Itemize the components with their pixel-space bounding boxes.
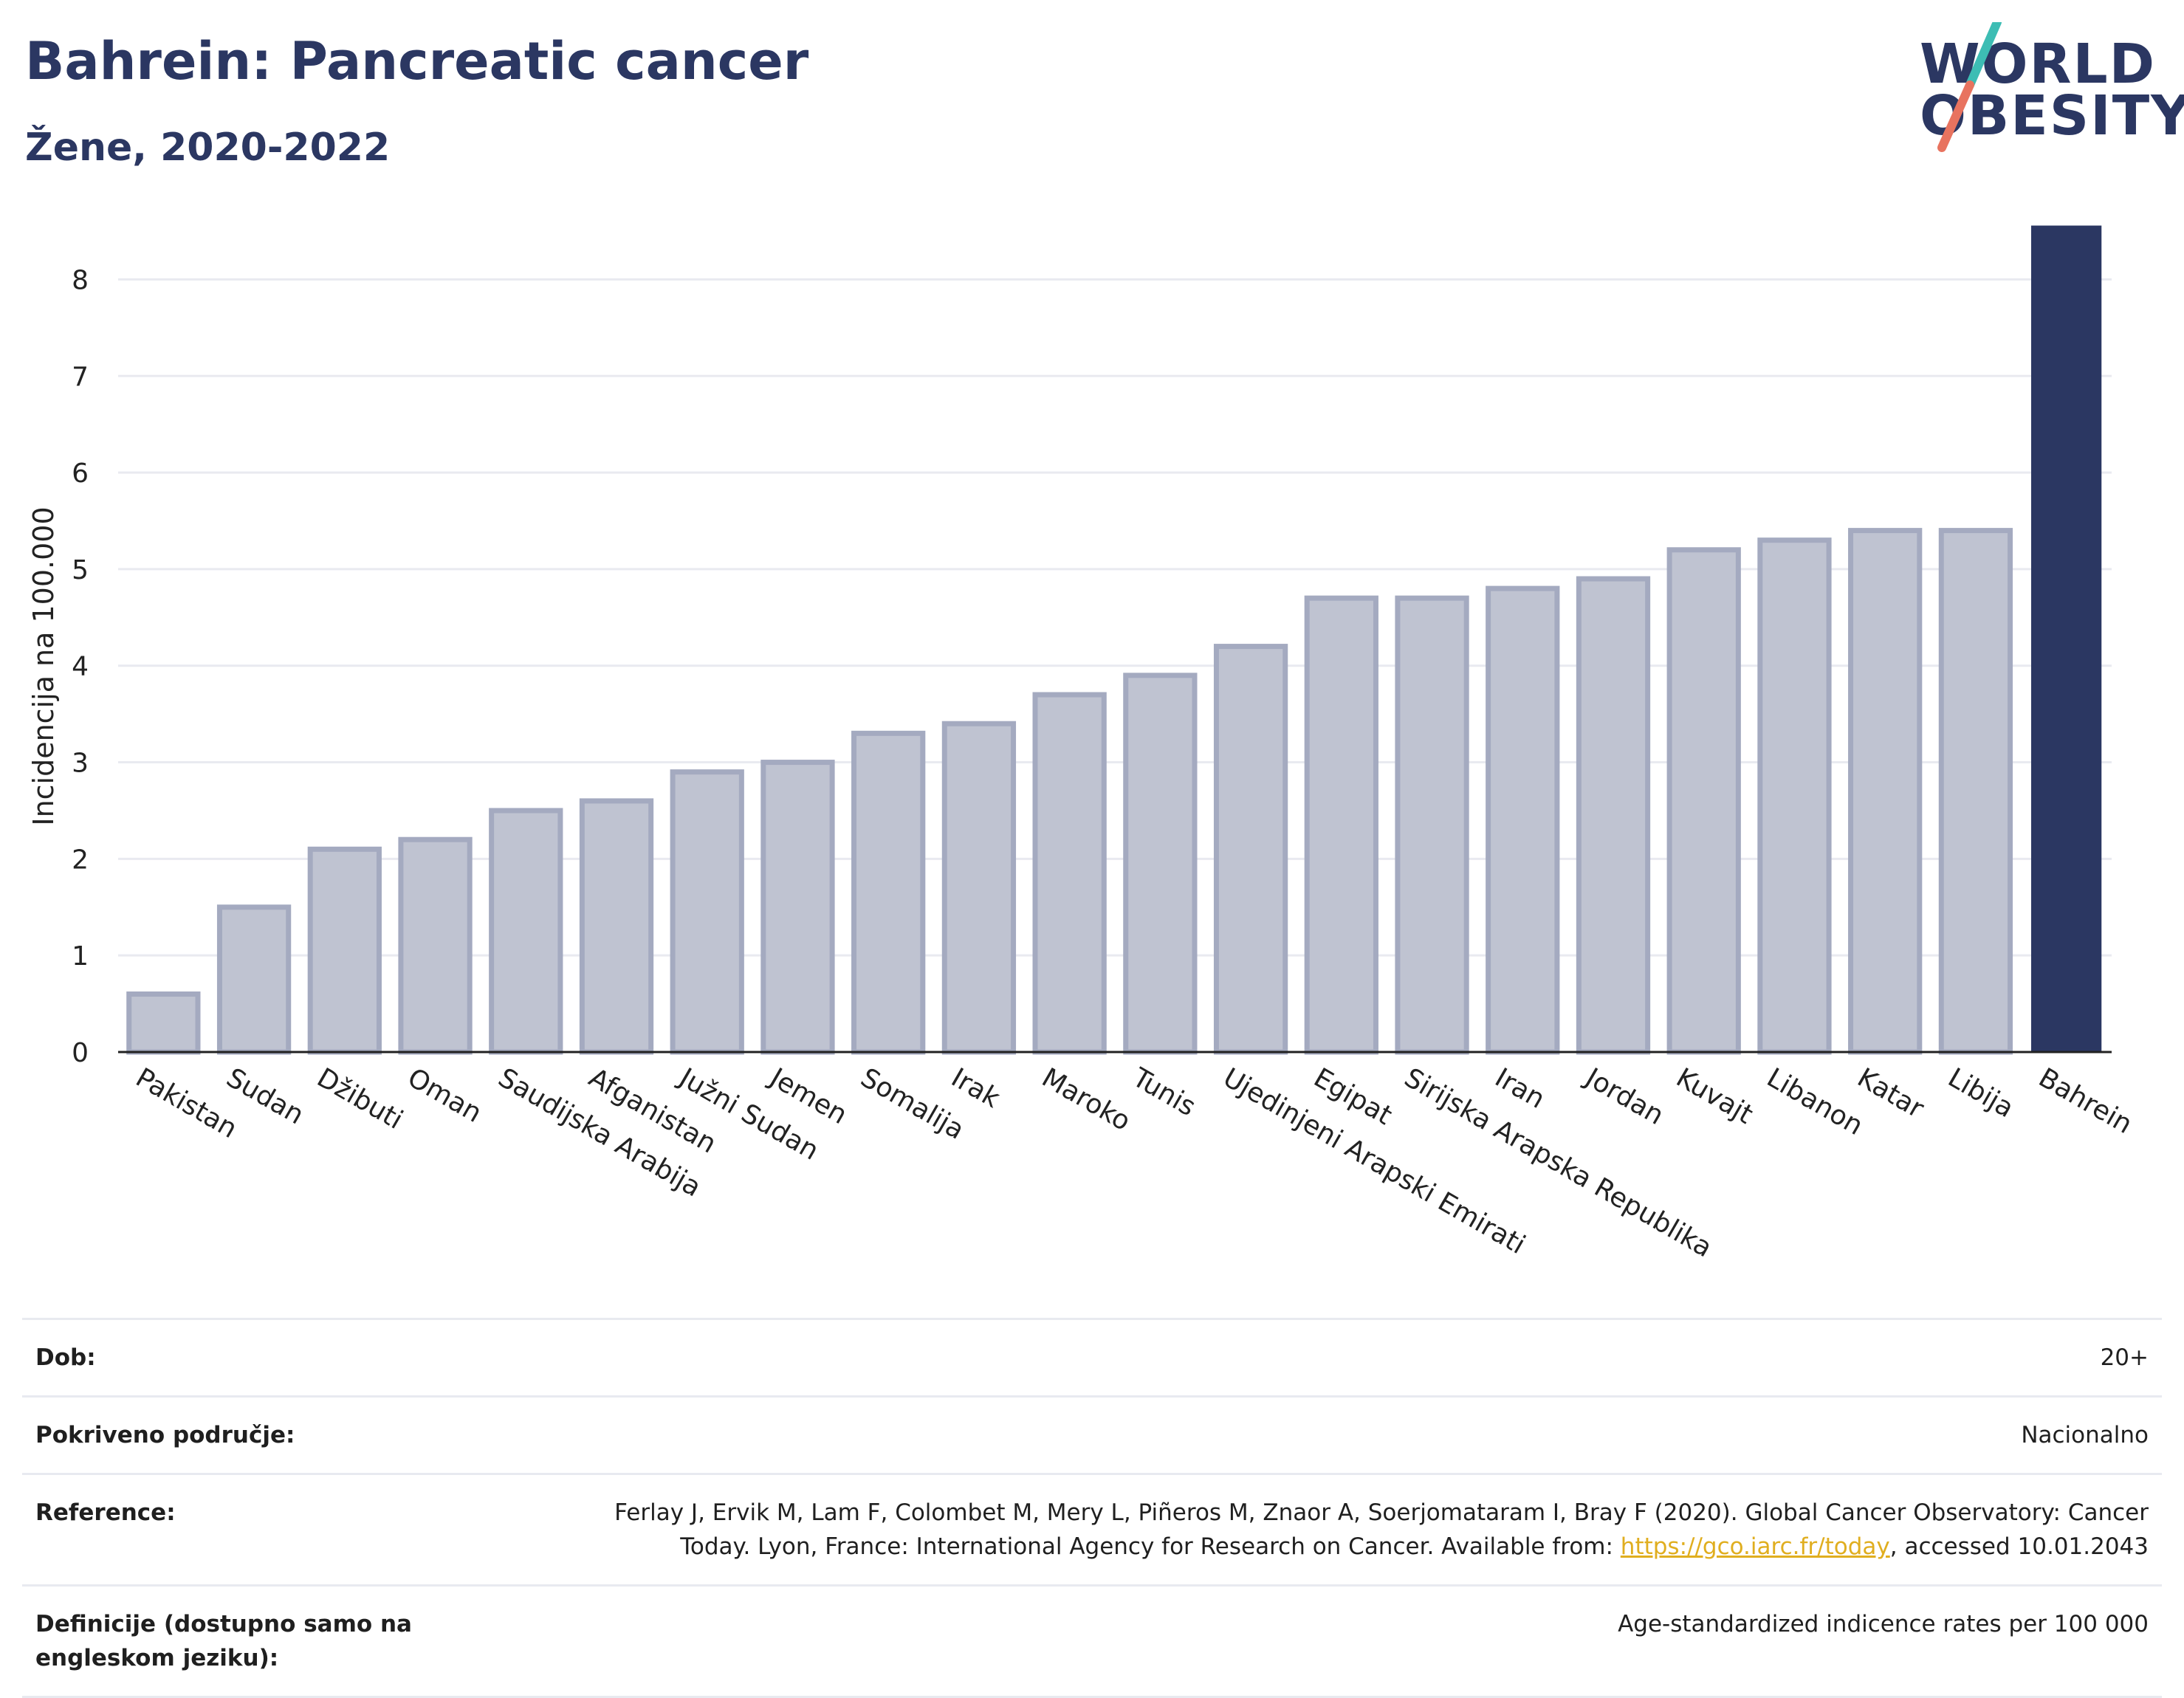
y-tick-label: 1 bbox=[72, 941, 89, 972]
y-tick-label: 2 bbox=[72, 845, 89, 875]
bar bbox=[1304, 595, 1378, 1055]
meta-value: Ferlay J, Ervik M, Lam F, Colombet M, Me… bbox=[561, 1496, 2149, 1564]
y-tick-label: 3 bbox=[72, 749, 89, 779]
bar bbox=[1395, 595, 1469, 1055]
meta-label: Definicije (dostupno samo na engleskom j… bbox=[35, 1611, 412, 1671]
bar bbox=[126, 991, 201, 1055]
bar bbox=[1576, 576, 1651, 1055]
meta-value: Nacionalno bbox=[2021, 1422, 2149, 1448]
y-axis-label: Incidencija na 100.000 bbox=[27, 506, 60, 825]
x-tick-label: Libija bbox=[1943, 1062, 2019, 1124]
bar bbox=[1848, 528, 1923, 1055]
logo-line-1: WORLD bbox=[1920, 32, 2157, 96]
bar bbox=[307, 846, 382, 1055]
bar bbox=[851, 730, 926, 1055]
x-tick-label: Bahrein bbox=[2033, 1062, 2137, 1140]
bar bbox=[489, 808, 563, 1055]
logo-slash-icon bbox=[1937, 22, 2002, 152]
x-tick-label: Maroko bbox=[1037, 1062, 1136, 1137]
x-tick-label: Jordan bbox=[1579, 1062, 1669, 1131]
bar bbox=[670, 769, 744, 1055]
meta-value: 20+ bbox=[2100, 1344, 2149, 1371]
y-tick-label: 4 bbox=[72, 652, 89, 682]
bar-chart: 0 1 2 3 4 5 6 7 8 Incidencija na 100.000 Pakistan S… bbox=[27, 225, 2137, 1263]
x-tick-label: Libanon bbox=[1762, 1062, 1868, 1141]
bar bbox=[1666, 547, 1741, 1055]
x-tick-label: Tunis bbox=[1127, 1062, 1201, 1122]
meta-value: Age-standardized indicence rates per 100… bbox=[1618, 1611, 2149, 1637]
bar bbox=[1213, 644, 1288, 1055]
y-tick-label: 0 bbox=[72, 1038, 89, 1068]
y-tick-label: 8 bbox=[72, 265, 89, 295]
world-obesity-logo: WORLD OBESITY bbox=[1920, 22, 2184, 155]
x-tick-label: Sirijska Arapska Republika bbox=[1399, 1062, 1717, 1263]
x-tick-label: Iran bbox=[1490, 1062, 1550, 1115]
x-tick-label: Oman bbox=[402, 1062, 487, 1129]
bar bbox=[579, 798, 654, 1055]
y-tick-label: 6 bbox=[72, 458, 89, 489]
bar bbox=[1486, 585, 1560, 1055]
bar bbox=[941, 721, 1017, 1055]
reference-text-end: , accessed 10.01.2043 bbox=[1889, 1533, 2149, 1560]
bar bbox=[398, 836, 473, 1055]
meta-row-reference: Reference: Ferlay J, Ervik M, Lam F, Col… bbox=[22, 1473, 2162, 1584]
bar bbox=[760, 760, 835, 1055]
meta-row-definition: Definicije (dostupno samo na engleskom j… bbox=[22, 1584, 2162, 1698]
meta-label: Dob: bbox=[35, 1344, 96, 1371]
x-tick-label: Džibuti bbox=[312, 1062, 408, 1135]
bar bbox=[1123, 673, 1198, 1055]
bar bbox=[216, 904, 292, 1055]
meta-row-age: Dob: 20+ bbox=[22, 1318, 2162, 1395]
bar bbox=[1032, 692, 1107, 1055]
page-subtitle: Žene, 2020-2022 bbox=[25, 126, 391, 170]
bar bbox=[1938, 528, 2013, 1055]
x-tick-label: Pakistan bbox=[131, 1062, 242, 1144]
x-tick-label: Kuvajt bbox=[1671, 1062, 1758, 1130]
meta-label: Pokriveno područje: bbox=[35, 1422, 295, 1448]
bar bbox=[1757, 537, 1832, 1055]
reference-text: Ferlay J, Ervik M, Lam F, Colombet M, Me… bbox=[614, 1499, 2149, 1560]
reference-link[interactable]: https://gco.iarc.fr/today bbox=[1620, 1533, 1890, 1560]
metadata-table: Dob: 20+ Pokriveno područje: Nacionalno … bbox=[22, 1318, 2162, 1698]
bar bbox=[2031, 225, 2102, 1053]
meta-label: Reference: bbox=[35, 1499, 176, 1526]
y-tick-label: 7 bbox=[72, 362, 89, 392]
y-tick-label: 5 bbox=[72, 555, 89, 585]
meta-row-coverage: Pokriveno područje: Nacionalno bbox=[22, 1395, 2162, 1473]
x-tick-label: Somalija bbox=[856, 1062, 969, 1146]
x-tick-label: Irak bbox=[946, 1062, 1005, 1114]
page-title: Bahrein: Pancreatic cancer bbox=[25, 31, 809, 92]
